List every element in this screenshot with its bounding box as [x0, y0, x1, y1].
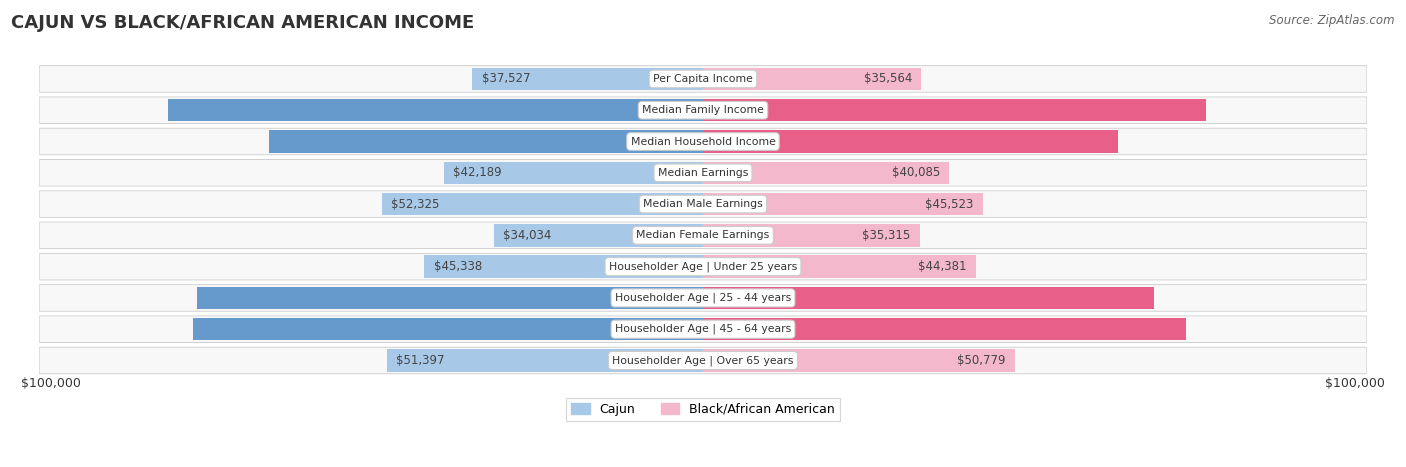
- Text: $52,325: $52,325: [391, 198, 439, 211]
- FancyBboxPatch shape: [39, 285, 1367, 311]
- Bar: [703, 224, 920, 247]
- FancyBboxPatch shape: [39, 97, 1367, 123]
- FancyBboxPatch shape: [39, 316, 1367, 342]
- FancyBboxPatch shape: [39, 66, 1367, 92]
- Text: $87,157: $87,157: [640, 104, 693, 117]
- FancyBboxPatch shape: [39, 160, 1367, 186]
- FancyBboxPatch shape: [39, 222, 1367, 248]
- Text: $51,397: $51,397: [396, 354, 444, 367]
- Text: $100,000: $100,000: [21, 377, 82, 390]
- Text: $82,393: $82,393: [640, 291, 693, 304]
- Text: $34,034: $34,034: [503, 229, 551, 242]
- Text: Median Female Earnings: Median Female Earnings: [637, 230, 769, 241]
- FancyBboxPatch shape: [39, 254, 1367, 279]
- FancyBboxPatch shape: [39, 129, 1367, 154]
- FancyBboxPatch shape: [39, 223, 1367, 248]
- Text: $44,381: $44,381: [918, 260, 966, 273]
- Bar: [387, 349, 703, 372]
- FancyBboxPatch shape: [39, 128, 1367, 155]
- Bar: [703, 99, 1206, 121]
- Text: $67,573: $67,573: [713, 135, 766, 148]
- Text: Householder Age | 25 - 44 years: Householder Age | 25 - 44 years: [614, 293, 792, 303]
- Text: $45,338: $45,338: [433, 260, 482, 273]
- Text: Median Family Income: Median Family Income: [643, 105, 763, 115]
- Text: $40,085: $40,085: [891, 166, 941, 179]
- FancyBboxPatch shape: [39, 316, 1367, 342]
- Bar: [193, 318, 703, 340]
- Bar: [425, 255, 703, 278]
- Text: $35,564: $35,564: [863, 72, 912, 85]
- Text: $45,523: $45,523: [925, 198, 973, 211]
- Text: Per Capita Income: Per Capita Income: [652, 74, 754, 84]
- Text: $78,556: $78,556: [713, 323, 766, 336]
- Text: $42,189: $42,189: [453, 166, 502, 179]
- Bar: [703, 318, 1185, 340]
- Bar: [444, 162, 703, 184]
- FancyBboxPatch shape: [39, 191, 1367, 217]
- Bar: [703, 349, 1015, 372]
- Bar: [703, 68, 921, 90]
- Text: Householder Age | Under 25 years: Householder Age | Under 25 years: [609, 262, 797, 272]
- Text: Source: ZipAtlas.com: Source: ZipAtlas.com: [1270, 14, 1395, 27]
- FancyBboxPatch shape: [39, 66, 1367, 92]
- Bar: [703, 255, 976, 278]
- Text: $70,605: $70,605: [640, 135, 693, 148]
- FancyBboxPatch shape: [39, 98, 1367, 123]
- Text: $81,912: $81,912: [713, 104, 766, 117]
- FancyBboxPatch shape: [39, 191, 1367, 217]
- Text: $100,000: $100,000: [1324, 377, 1385, 390]
- Text: $83,015: $83,015: [640, 323, 693, 336]
- Bar: [381, 193, 703, 215]
- Bar: [703, 193, 983, 215]
- FancyBboxPatch shape: [39, 160, 1367, 185]
- FancyBboxPatch shape: [39, 347, 1367, 374]
- Bar: [703, 287, 1154, 309]
- Text: Householder Age | 45 - 64 years: Householder Age | 45 - 64 years: [614, 324, 792, 334]
- FancyBboxPatch shape: [39, 285, 1367, 311]
- Text: $35,315: $35,315: [862, 229, 911, 242]
- Bar: [703, 130, 1118, 153]
- Text: Median Earnings: Median Earnings: [658, 168, 748, 178]
- Bar: [270, 130, 703, 153]
- Text: Median Male Earnings: Median Male Earnings: [643, 199, 763, 209]
- Legend: Cajun, Black/African American: Cajun, Black/African American: [567, 398, 839, 421]
- Text: CAJUN VS BLACK/AFRICAN AMERICAN INCOME: CAJUN VS BLACK/AFRICAN AMERICAN INCOME: [11, 14, 474, 32]
- Bar: [703, 162, 949, 184]
- Text: Householder Age | Over 65 years: Householder Age | Over 65 years: [612, 355, 794, 366]
- Bar: [472, 68, 703, 90]
- Text: $73,370: $73,370: [713, 291, 766, 304]
- Bar: [494, 224, 703, 247]
- Text: $50,779: $50,779: [957, 354, 1005, 367]
- FancyBboxPatch shape: [39, 347, 1367, 373]
- Text: $37,527: $37,527: [482, 72, 530, 85]
- Bar: [197, 287, 703, 309]
- Bar: [167, 99, 703, 121]
- FancyBboxPatch shape: [39, 254, 1367, 280]
- Text: Median Household Income: Median Household Income: [630, 136, 776, 147]
